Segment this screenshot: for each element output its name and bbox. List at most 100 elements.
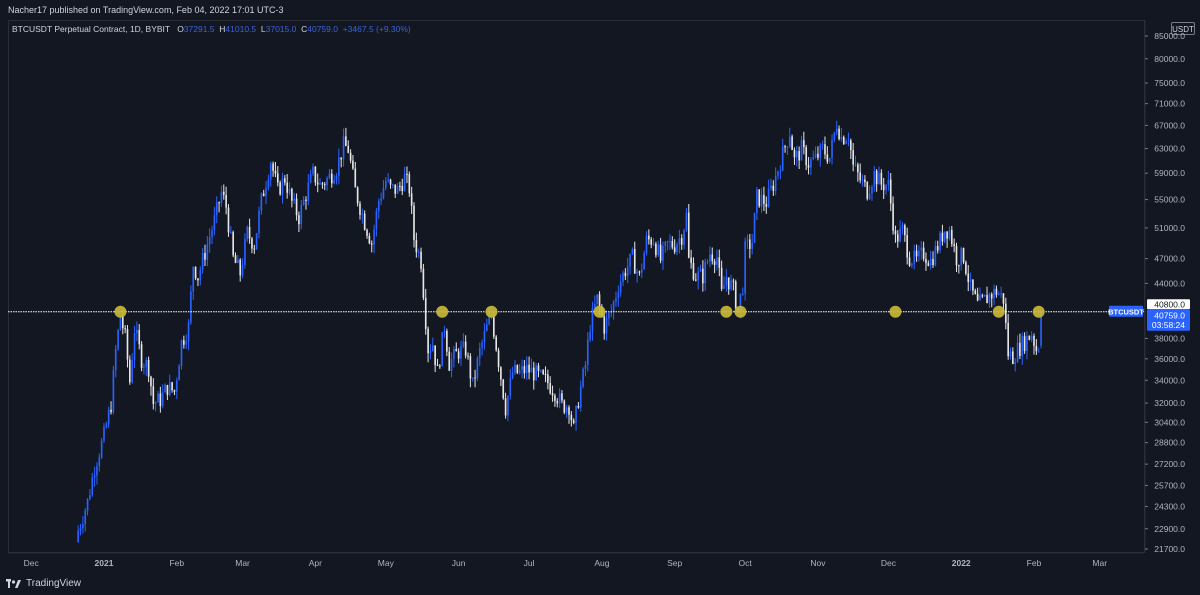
candle [570,411,573,427]
candle [396,182,399,195]
candle [91,472,94,497]
candle-body [697,271,699,281]
candle-body [871,186,873,194]
candle-body [171,382,173,391]
candle [511,366,514,380]
candle [925,252,927,271]
candle-body [596,294,599,305]
candle-body [464,341,467,356]
candle-body [784,146,786,148]
candle-body [1033,335,1035,346]
candle [79,523,82,536]
publisher-line: Nacher17 published on TradingView.com, F… [8,5,284,15]
candle-body [852,150,854,165]
candle-body [598,294,601,307]
candle-body [547,374,549,384]
candle [180,339,183,370]
level-price-label: 40800.0 [1154,299,1185,309]
candle-body [791,136,793,151]
price-tick-label: 51000.0 [1154,223,1185,233]
candle [997,291,1000,296]
candle [1021,332,1024,365]
candle [467,352,469,360]
candle [779,165,782,180]
candle [669,234,671,250]
candle-body [441,332,444,367]
candle [530,358,533,373]
candle [410,186,413,214]
candle [882,177,885,200]
time-tick-label: Feb [1027,558,1042,568]
candle-body [943,231,946,242]
candle-body [495,336,498,351]
candle [258,206,260,239]
price-chart[interactable]: 21700.0 22900.0 24300.0 25700.0 27200.0 28800… [0,0,1200,573]
candle [276,166,279,187]
candle [781,138,784,172]
candle-body [819,144,822,158]
candle-body [655,243,657,256]
candle-body [173,390,176,392]
candle-body [82,524,84,529]
candle-body [265,187,267,197]
candle-body [1037,350,1040,352]
tradingview-brand[interactable]: TradingView [6,578,81,589]
candle-body [882,184,885,191]
candle-body [941,232,944,242]
candle-body [772,185,775,191]
candle-body [377,200,380,212]
candle-body [197,278,199,281]
candle [828,157,831,164]
candle [859,163,862,184]
candle-body [119,316,122,331]
candle [692,257,695,281]
candle [352,155,354,170]
candle [349,149,352,164]
time-tick-label: Mar [235,558,250,568]
candle [237,255,239,264]
candle [525,356,528,381]
candle [579,380,582,412]
high-label: H [219,24,226,34]
candle [450,352,453,378]
candle [401,178,404,196]
candle [765,196,768,214]
candle-body [875,170,878,185]
candle [716,249,718,271]
candle-body [629,253,631,267]
currency-unit-button[interactable]: USDT [1171,22,1195,35]
candle [640,263,643,278]
candle [633,241,636,274]
candle-body [624,272,627,277]
candle [849,138,852,160]
candle-body [161,392,164,407]
candle [455,342,458,352]
candle-body [631,249,634,254]
level-touch-marker [1032,305,1045,318]
candle-body [760,194,763,207]
current-price-label: 40759.0 [1154,310,1185,320]
chart-area[interactable] [8,20,1145,553]
candle-body [704,262,707,284]
candle-body [448,351,451,371]
candle [514,360,516,375]
candle [972,279,974,296]
candle-body [1023,336,1026,351]
candle [800,135,803,161]
open-value: 37291.5 [183,24,215,34]
candle [281,172,284,204]
candle-body [493,315,495,337]
candle [147,356,150,383]
candle-body [178,365,180,381]
candle-body [192,266,195,292]
candle [1035,339,1038,355]
candle [399,181,401,192]
candle [431,337,434,352]
candle [114,344,117,378]
candle [770,178,772,191]
candle [420,247,422,273]
candle-body [591,307,594,332]
candle [551,385,554,402]
candle-body [218,202,220,204]
candle [791,134,793,151]
